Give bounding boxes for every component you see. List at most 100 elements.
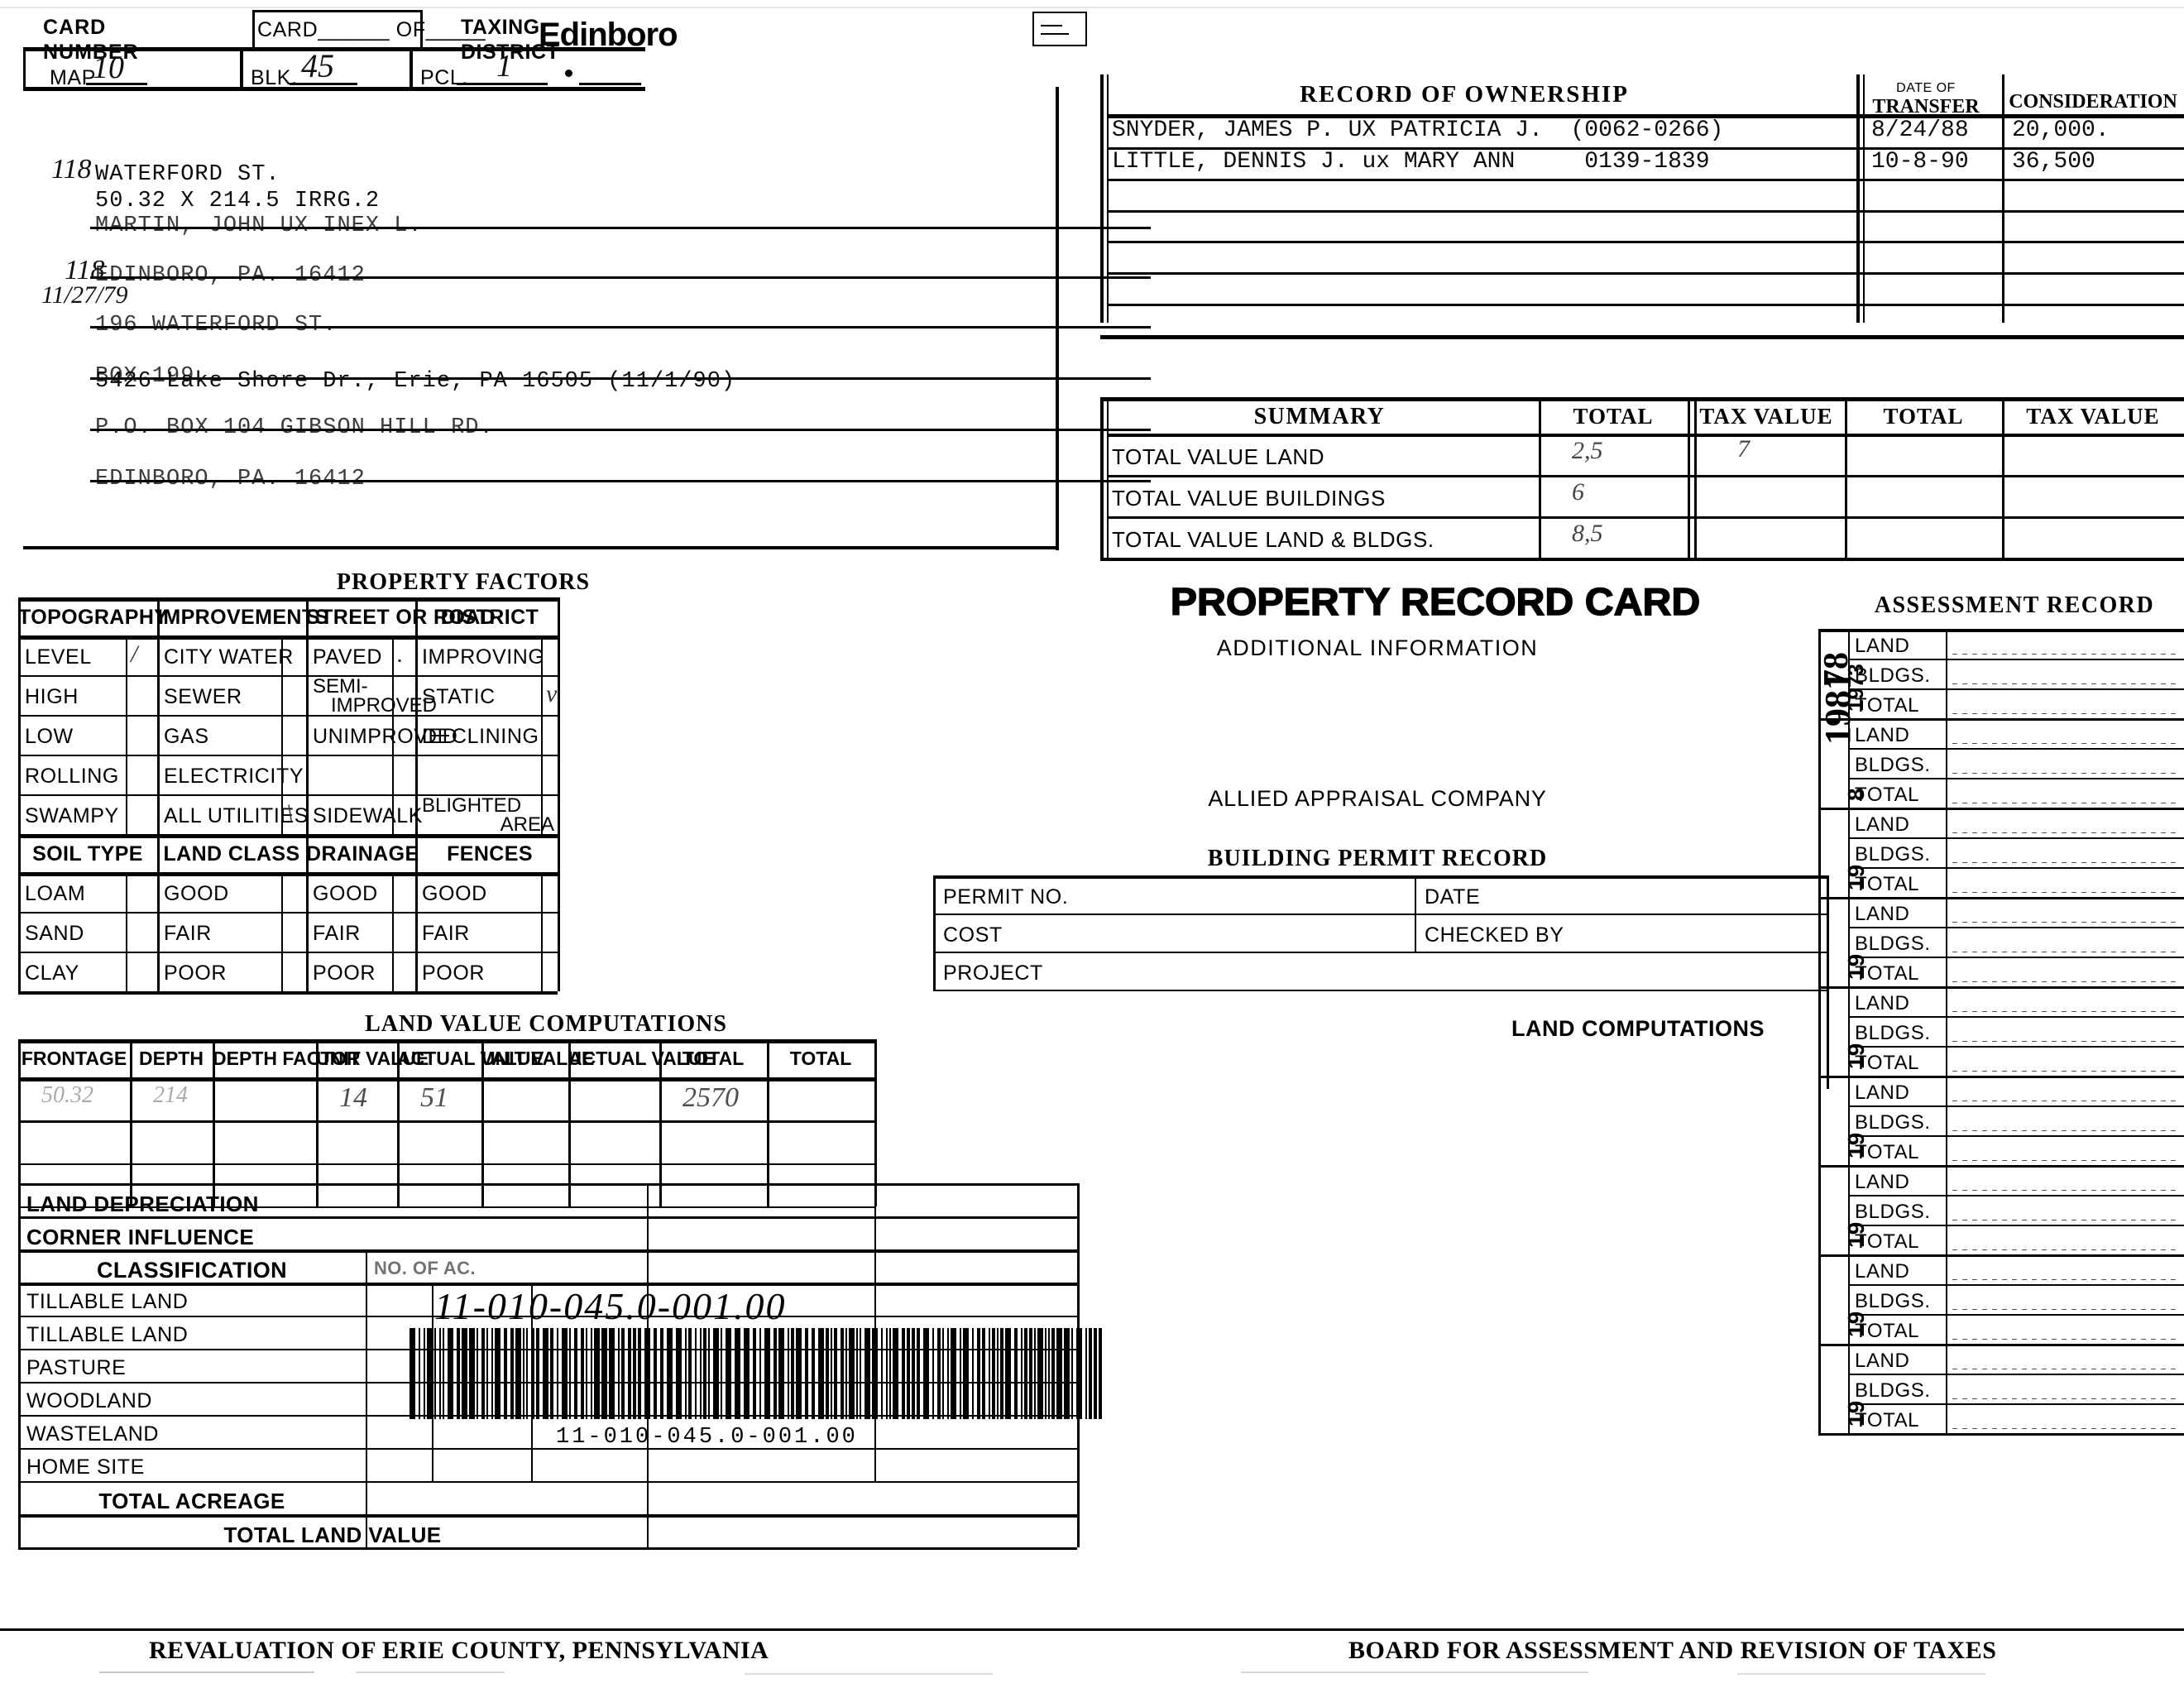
barcode-bar bbox=[937, 1328, 941, 1419]
barcode-bar bbox=[860, 1328, 861, 1419]
barcode-bar bbox=[1037, 1328, 1043, 1419]
summary-row-total-1: 6 bbox=[1572, 478, 1584, 506]
cls-row-rule-5 bbox=[18, 1481, 1077, 1483]
assess-row-rule-5-0 bbox=[1848, 1105, 2184, 1107]
pf2-fences-label-1: FAIR bbox=[422, 922, 470, 945]
ownership-left-rule-inner bbox=[1107, 74, 1109, 323]
barcode-bar bbox=[569, 1328, 571, 1419]
pf2-top-rule bbox=[18, 834, 558, 838]
building-permit-record-title: BUILDING PERMIT RECORD bbox=[1207, 846, 1548, 871]
pf2-fences-label-2: POOR bbox=[422, 961, 486, 985]
summary-col-rule-3 bbox=[2002, 397, 2004, 558]
lv-value-4[interactable]: 51 bbox=[420, 1082, 448, 1113]
assess-value-underline-6-2 bbox=[1952, 1249, 2179, 1250]
ownership-row-rule-1 bbox=[1107, 178, 2184, 181]
pf2-header-3: FENCES bbox=[447, 842, 533, 866]
assess-year-rule bbox=[1848, 629, 1850, 1433]
pcl-underline bbox=[457, 83, 548, 85]
barcode-bar bbox=[1005, 1328, 1011, 1419]
legal-block-right-rule bbox=[1056, 87, 1059, 550]
assess-row-label-7-0: LAND bbox=[1855, 1260, 1910, 1283]
map-value[interactable]: 10 bbox=[93, 50, 124, 85]
pf-topography-mark-0[interactable]: / bbox=[131, 640, 138, 668]
assess-row-label-1-0: LAND bbox=[1855, 724, 1910, 746]
barcode-bar bbox=[443, 1328, 444, 1419]
barcode-bar bbox=[963, 1328, 969, 1419]
taxing-district-value: Edinboro bbox=[539, 17, 678, 53]
lv-value-0[interactable]: 50.32 bbox=[41, 1082, 93, 1108]
legal-description-block: 118 WATERFORD ST. 50.32 X 214.5 IRRG.2 MART… bbox=[0, 0, 1151, 492]
additional-information-label: ADDITIONAL INFORMATION bbox=[1216, 635, 1539, 660]
assess-value-underline-4-0 bbox=[1952, 1011, 2179, 1012]
barcode-bar bbox=[495, 1328, 500, 1419]
barcode-bar bbox=[881, 1328, 883, 1419]
barcode-bar bbox=[947, 1328, 949, 1419]
permit-label-left-0: PERMIT NO. bbox=[943, 885, 1069, 909]
barcode-bar bbox=[960, 1328, 961, 1419]
assess-row-rule-2-0 bbox=[1848, 837, 2184, 839]
legal-line-2: MARTIN, JOHN UX INEX L. bbox=[90, 213, 1151, 238]
pcl-value[interactable]: 1 bbox=[496, 49, 512, 84]
pf-top-rule bbox=[18, 597, 558, 602]
barcode-bar bbox=[977, 1328, 980, 1419]
barcode-bar bbox=[491, 1328, 493, 1419]
lv-value-3[interactable]: 14 bbox=[339, 1082, 367, 1113]
lv-header-6: ACTUAL VALUE bbox=[568, 1048, 715, 1069]
pf2-bottom-rule bbox=[18, 991, 558, 995]
lv-value-1[interactable]: 214 bbox=[153, 1082, 188, 1108]
barcode-bar bbox=[700, 1328, 702, 1419]
barcode-bar bbox=[872, 1328, 878, 1419]
barcode-bar bbox=[864, 1328, 870, 1419]
pf-header-2: STREET OR ROAD bbox=[306, 606, 496, 629]
pf-street-mark-0[interactable]: . bbox=[397, 640, 404, 668]
pf-improvements-label-2: GAS bbox=[164, 725, 209, 748]
barcode-bar bbox=[1048, 1328, 1050, 1419]
assess-group-rule-6 bbox=[1818, 1254, 2184, 1257]
barcode-bar bbox=[638, 1328, 641, 1419]
ownership-title: RECORD OF OWNERSHIP bbox=[1300, 81, 1629, 108]
assess-value-underline-0-0 bbox=[1952, 654, 2179, 655]
assess-row-label-8-2: TOTAL bbox=[1855, 1409, 1920, 1431]
assess-value-underline-2-0 bbox=[1952, 832, 2179, 833]
assess-value-underline-2-1 bbox=[1952, 862, 2179, 863]
pf-blighted-line1: BLIGHTED bbox=[422, 794, 522, 817]
parcel-barcode bbox=[410, 1328, 1105, 1419]
summary-col-total-1: TOTAL bbox=[1573, 404, 1654, 429]
assess-row-label-5-1: BLDGS. bbox=[1855, 1111, 1931, 1134]
center-panel bbox=[933, 571, 1827, 1638]
barcode-bar bbox=[1029, 1328, 1032, 1419]
cls-row-rule-4 bbox=[18, 1448, 1077, 1450]
barcode-bar bbox=[594, 1328, 600, 1419]
assess-row-rule-7-0 bbox=[1848, 1284, 2184, 1286]
classification-title: CLASSIFICATION bbox=[96, 1258, 288, 1283]
permit-label-left-1: COST bbox=[943, 923, 1003, 947]
barcode-bar bbox=[778, 1328, 784, 1419]
assess-row-label-6-0: LAND bbox=[1855, 1171, 1910, 1193]
lv-header-8: TOTAL bbox=[789, 1048, 852, 1069]
pf2-soil-label-1: SAND bbox=[25, 922, 84, 945]
barcode-bar bbox=[753, 1328, 756, 1419]
pf-improvements-mark-4[interactable]: \ bbox=[286, 799, 294, 827]
classification-row-4: WASTELAND bbox=[26, 1422, 160, 1446]
pf-improvements-label-4: ALL UTILITIES bbox=[164, 804, 309, 827]
ownership-date-0: 8/24/88 bbox=[1871, 117, 1969, 143]
pf-district-mark-1[interactable]: v bbox=[546, 680, 558, 707]
header-small-box[interactable] bbox=[1032, 12, 1087, 46]
permit-label-left-2: PROJECT bbox=[943, 961, 1043, 985]
barcode-bar bbox=[886, 1328, 888, 1419]
barcode-bar bbox=[660, 1328, 663, 1419]
lv-header-1: DEPTH bbox=[139, 1048, 204, 1069]
lv-value-7[interactable]: 2570 bbox=[682, 1082, 739, 1113]
assessment-record-title: ASSESSMENT RECORD bbox=[1874, 592, 2155, 618]
lv-vrule-0 bbox=[18, 1039, 21, 1206]
lv-header-3: UNIT VALUE bbox=[316, 1048, 429, 1069]
lv-vrule-3 bbox=[316, 1039, 318, 1206]
footer-top-rule bbox=[0, 1628, 2184, 1631]
assess-row-label-0-1: BLDGS. bbox=[1855, 664, 1931, 687]
lv-header-7: TOTAL bbox=[682, 1048, 745, 1069]
barcode-bar bbox=[726, 1328, 731, 1419]
ownership-name-1: LITTLE, DENNIS J. ux MARY ANN 0139-1839 bbox=[1112, 148, 1710, 175]
assess-row-rule-6-0 bbox=[1848, 1195, 2184, 1196]
blk-value[interactable]: 45 bbox=[301, 47, 334, 84]
pf2-header-0: SOIL TYPE bbox=[32, 842, 143, 866]
